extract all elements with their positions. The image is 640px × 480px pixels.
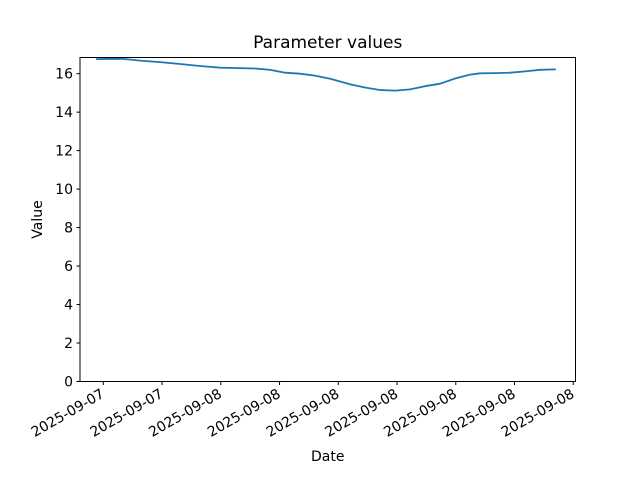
y-tick-label: 0 <box>64 375 73 391</box>
y-tick-label: 2 <box>64 336 73 352</box>
y-axis-label: Value <box>30 200 46 238</box>
y-tick-label: 4 <box>64 298 73 314</box>
y-tick-label: 12 <box>55 144 73 160</box>
plot-area: 02468101214162025-09-072025-09-072025-09… <box>29 57 577 441</box>
y-tick-label: 8 <box>64 221 73 237</box>
chart-title: Parameter values <box>253 33 402 53</box>
y-tick-label: 14 <box>55 105 73 121</box>
y-tick-label: 10 <box>55 182 73 198</box>
y-tick-label: 6 <box>64 259 73 275</box>
plot-border <box>79 57 576 382</box>
y-tick-label: 16 <box>55 67 73 83</box>
x-axis-label: Date <box>311 449 344 465</box>
data-line-parameter-values <box>95 57 557 92</box>
